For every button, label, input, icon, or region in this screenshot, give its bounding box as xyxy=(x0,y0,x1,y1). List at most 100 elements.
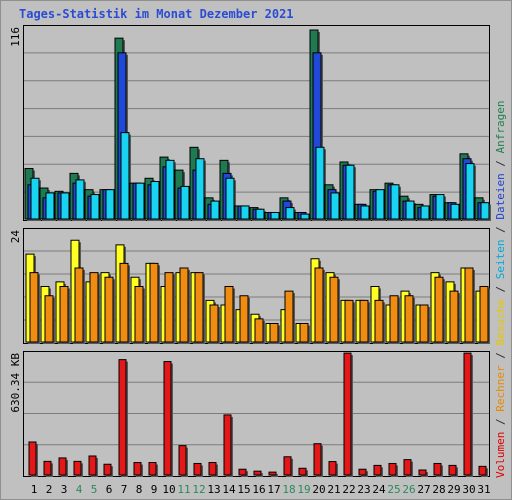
scale-label-1: 116 xyxy=(9,27,22,47)
bar-seiten-day-19 xyxy=(300,213,311,221)
legend: Volumen / Rechner / Besuche / Seiten / D… xyxy=(494,100,507,478)
bar-volumen-day-4 xyxy=(73,460,83,477)
legend-item- /: / xyxy=(494,220,507,240)
day-label-10: 10 xyxy=(162,483,175,496)
day-label-30: 30 xyxy=(462,483,475,496)
bar-volumen-day-13 xyxy=(208,462,218,477)
bar-volumen-day-14 xyxy=(223,414,233,477)
bar-volumen-day-1 xyxy=(28,441,38,477)
bar-seiten-day-11 xyxy=(180,185,191,221)
bar-volumen-day-29 xyxy=(448,464,458,477)
day-label-7: 7 xyxy=(121,483,128,496)
bar-seiten-day-9 xyxy=(150,181,161,221)
bar-rechner-day-3 xyxy=(59,286,70,344)
bar-rechner-day-12 xyxy=(194,272,205,344)
day-label-27: 27 xyxy=(417,483,430,496)
bar-volumen-day-20 xyxy=(313,443,323,477)
bar-seiten-day-7 xyxy=(120,132,131,221)
bar-seiten-day-29 xyxy=(450,203,461,221)
day-label-18: 18 xyxy=(282,483,295,496)
bar-volumen-day-23 xyxy=(358,468,368,477)
bar-seiten-day-3 xyxy=(60,192,71,221)
day-label-13: 13 xyxy=(207,483,220,496)
bar-rechner-day-2 xyxy=(44,295,55,344)
bar-rechner-day-9 xyxy=(149,262,160,344)
bar-seiten-day-23 xyxy=(360,205,371,221)
bar-volumen-day-6 xyxy=(103,463,113,477)
bar-volumen-day-26 xyxy=(403,459,413,477)
bar-rechner-day-26 xyxy=(404,295,415,344)
day-label-20: 20 xyxy=(312,483,325,496)
bar-seiten-day-15 xyxy=(240,205,251,221)
bar-volumen-day-16 xyxy=(253,470,263,477)
bar-seiten-day-22 xyxy=(345,164,356,221)
bar-seiten-day-16 xyxy=(255,208,266,221)
bar-volumen-day-18 xyxy=(283,456,293,477)
day-label-8: 8 xyxy=(136,483,143,496)
day-label-31: 31 xyxy=(477,483,490,496)
bar-rechner-day-23 xyxy=(359,299,370,344)
bar-rechner-day-11 xyxy=(179,267,190,344)
scale-label-2: 24 xyxy=(9,230,22,244)
legend-item- /: / xyxy=(494,153,507,173)
day-label-29: 29 xyxy=(447,483,460,496)
bar-volumen-day-5 xyxy=(88,455,98,477)
bar-volumen-day-25 xyxy=(388,462,398,477)
bar-rechner-day-7 xyxy=(119,262,130,344)
bar-rechner-day-8 xyxy=(134,286,145,344)
day-label-3: 3 xyxy=(61,483,68,496)
bar-volumen-day-19 xyxy=(298,467,308,477)
legend-item-besuche: Besuche xyxy=(494,299,507,345)
day-label-23: 23 xyxy=(357,483,370,496)
bar-rechner-day-30 xyxy=(464,267,475,344)
day-label-19: 19 xyxy=(297,483,310,496)
bar-rechner-day-5 xyxy=(89,272,100,344)
bar-rechner-day-4 xyxy=(74,267,85,344)
bar-seiten-day-24 xyxy=(375,189,386,221)
day-label-2: 2 xyxy=(46,483,53,496)
day-label-5: 5 xyxy=(91,483,98,496)
day-label-28: 28 xyxy=(432,483,445,496)
day-label-21: 21 xyxy=(327,483,340,496)
bar-seiten-day-13 xyxy=(210,200,221,221)
bar-seiten-day-5 xyxy=(90,194,101,221)
bar-seiten-day-2 xyxy=(45,192,56,221)
legend-item-anfragen: Anfragen xyxy=(494,100,507,153)
legend-item-seiten: Seiten xyxy=(494,240,507,280)
legend-item-volumen: Volumen xyxy=(494,432,507,478)
bar-seiten-day-4 xyxy=(75,179,86,221)
bar-rechner-day-14 xyxy=(224,286,235,344)
bar-rechner-day-17 xyxy=(269,323,280,344)
bar-rechner-day-18 xyxy=(284,290,295,344)
bar-volumen-day-9 xyxy=(148,462,158,477)
bar-volumen-day-2 xyxy=(43,460,53,477)
bar-volumen-day-15 xyxy=(238,468,248,477)
legend-item- /: / xyxy=(494,412,507,432)
legend-item-dateien: Dateien xyxy=(494,173,507,219)
bar-volumen-day-21 xyxy=(328,461,338,477)
bar-rechner-day-20 xyxy=(314,267,325,344)
bar-rechner-day-21 xyxy=(329,276,340,344)
day-label-4: 4 xyxy=(76,483,83,496)
bar-rechner-day-29 xyxy=(449,290,460,344)
bar-seiten-day-12 xyxy=(195,158,206,221)
bar-rechner-day-1 xyxy=(29,272,40,344)
day-label-25: 25 xyxy=(387,483,400,496)
bar-seiten-day-21 xyxy=(330,192,341,221)
bar-volumen-day-31 xyxy=(478,465,488,477)
bar-volumen-day-17 xyxy=(268,471,278,477)
legend-item- /: / xyxy=(494,279,507,299)
bar-rechner-day-19 xyxy=(299,323,310,344)
day-label-12: 12 xyxy=(192,483,205,496)
bar-volumen-day-7 xyxy=(118,359,128,477)
bar-seiten-day-25 xyxy=(390,184,401,221)
legend-item- /: / xyxy=(494,346,507,366)
bar-rechner-day-31 xyxy=(479,286,490,344)
bar-volumen-day-3 xyxy=(58,457,68,477)
day-label-14: 14 xyxy=(222,483,236,496)
day-label-11: 11 xyxy=(177,483,190,496)
bar-seiten-day-1 xyxy=(30,177,41,221)
chart-title: Tages-Statistik im Monat Dezember 2021 xyxy=(19,7,294,21)
bar-rechner-day-24 xyxy=(374,299,385,344)
